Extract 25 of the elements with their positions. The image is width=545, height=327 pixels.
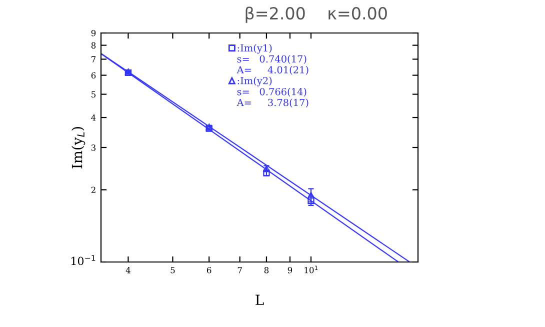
chart-title: β=2.00 κ=0.00 xyxy=(246,6,387,23)
x-axis-title: L xyxy=(256,294,264,305)
x-tick-label: 6 xyxy=(206,267,212,274)
y-tick-label: 4 xyxy=(91,114,96,121)
x-tick-label: 4 xyxy=(126,267,130,274)
y-tick-label: 3 xyxy=(91,144,96,151)
annotation: A= 3.78(17) xyxy=(236,98,308,108)
y-tick-label: 7 xyxy=(92,56,96,62)
y-axis-title: Im(y$_{L}$) xyxy=(72,126,86,168)
y-tick-label: 2 xyxy=(91,186,96,193)
annotation: s= 0.740(17) xyxy=(237,55,306,64)
annotation: A= 4.01(21) xyxy=(236,66,308,75)
y-tick-label: 9 xyxy=(91,30,96,36)
x-tick-label: 5 xyxy=(170,267,175,274)
legend-label: :Im(y2) xyxy=(238,76,272,86)
y-tick-label: 6 xyxy=(91,72,96,79)
x-tick-label: 8 xyxy=(264,267,269,274)
annotation: s= 0.766(14) xyxy=(237,88,306,97)
y-tick-label: 5 xyxy=(92,91,96,98)
x-tick-label: 7 xyxy=(238,267,242,274)
y-tick-label: 8 xyxy=(91,42,96,49)
x-tick-label: 9 xyxy=(288,267,292,274)
legend-label: :Im(y1) xyxy=(238,44,272,54)
text: 10$^{−1}$ xyxy=(71,255,96,266)
x-tick-label: 10$^{1}$ xyxy=(304,266,318,274)
